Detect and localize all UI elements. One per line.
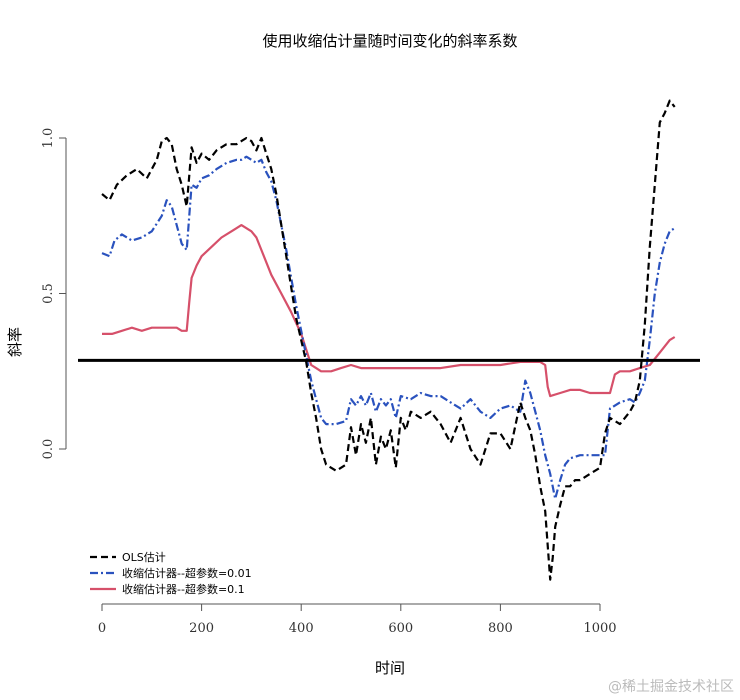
x-tick-label: 200 <box>189 621 214 636</box>
x-axis: 0 200 400 600 800 1000 <box>98 603 617 636</box>
x-tick-label: 800 <box>488 621 513 636</box>
chart-title: 使用收缩估计量随时间变化的斜率系数 <box>262 32 517 50</box>
x-axis-title: 时间 <box>375 659 405 677</box>
y-tick-label: 0.0 <box>41 439 56 460</box>
x-tick-label: 400 <box>289 621 314 636</box>
x-tick-label: 600 <box>388 621 413 636</box>
y-tick-label: 0.5 <box>41 283 56 304</box>
series-line-0 <box>101 99 676 581</box>
series-line-1 <box>101 155 676 500</box>
y-tick-label: 1.0 <box>41 128 56 149</box>
legend-label: 收缩估计器--超参数=0.1 <box>122 582 245 596</box>
series-line-2 <box>102 224 676 398</box>
x-tick-label: 1000 <box>583 621 616 636</box>
legend-label: OLS估计 <box>122 551 166 564</box>
x-tick-label: 0 <box>98 621 106 636</box>
watermark: @稀土掘金技术社区 <box>608 679 734 695</box>
y-axis-title: 斜率 <box>6 327 24 357</box>
legend-label: 收缩估计器--超参数=0.01 <box>122 566 252 580</box>
y-axis: 0.0 0.5 1.0 <box>41 128 67 460</box>
plot-area <box>101 99 676 581</box>
